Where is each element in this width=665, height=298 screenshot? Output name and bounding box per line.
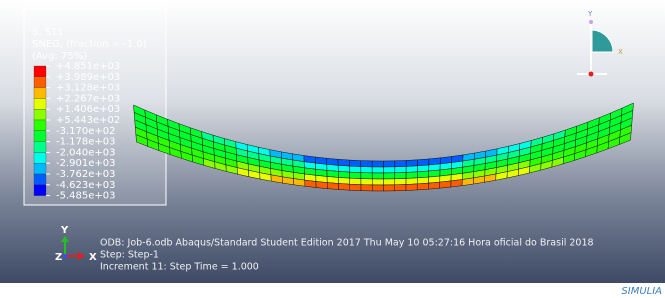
mesh-element — [406, 178, 417, 185]
legend-label: -5.485e+03 — [56, 191, 116, 202]
mesh-element — [384, 179, 395, 185]
info-line: ODB: Job-6.odb Abaqus/Standard Student E… — [100, 238, 594, 249]
mesh-element — [350, 172, 361, 179]
mesh-element — [361, 167, 372, 173]
mesh-element — [406, 160, 417, 167]
legend-swatch — [34, 163, 46, 174]
mesh-element — [349, 166, 360, 173]
triad-label: Y — [587, 10, 593, 18]
brand: SIMULIA — [621, 286, 662, 297]
mesh-element — [338, 183, 349, 190]
mesh-element — [350, 178, 361, 185]
legend-swatch — [34, 152, 46, 163]
mesh-element — [361, 185, 372, 191]
legend-swatch — [34, 131, 46, 142]
legend-title: S, S11 — [32, 27, 64, 38]
legend-label: -4.623e+03 — [56, 180, 116, 191]
legend-label: +4.851e+03 — [56, 61, 120, 72]
mesh-element — [384, 161, 395, 167]
mesh-element — [395, 160, 406, 166]
mesh-element — [349, 160, 360, 167]
info-line: Step: Step-1 — [100, 250, 159, 261]
legend-label: +2.267e+03 — [56, 93, 120, 104]
legend-label: -3.170e+02 — [56, 126, 116, 137]
mesh-element — [372, 167, 383, 173]
mesh-element — [372, 173, 383, 179]
legend-swatch — [34, 98, 46, 109]
mesh-element — [327, 183, 338, 190]
viewport: S, S11SNEG, (fraction = -1.0)(Avg: 75%)+… — [0, 0, 665, 298]
mesh-element — [305, 180, 316, 187]
legend-swatch — [34, 88, 46, 99]
mesh-element — [372, 161, 383, 167]
mesh-element — [361, 173, 372, 179]
triad-label: X — [89, 252, 97, 263]
mesh-element — [395, 172, 406, 178]
legend-swatch — [34, 77, 46, 88]
mesh-element — [384, 173, 395, 179]
mesh-element — [406, 184, 417, 191]
mesh-element — [338, 159, 349, 166]
mesh-element — [451, 179, 462, 187]
mesh-element — [417, 171, 428, 178]
legend-swatch — [34, 109, 46, 120]
mesh-element — [293, 179, 304, 187]
mesh-element — [395, 166, 406, 172]
mesh-element — [338, 165, 349, 172]
legend-swatch — [34, 142, 46, 153]
mesh-element — [372, 179, 383, 185]
mesh-element — [462, 178, 473, 186]
mesh-element — [361, 179, 372, 185]
mesh-element — [440, 181, 451, 188]
mesh-element — [384, 167, 395, 173]
legend-label: +3.128e+03 — [56, 83, 120, 94]
mesh-element — [372, 185, 383, 191]
mesh-element — [361, 161, 372, 167]
mesh-element — [417, 165, 428, 172]
mesh-element — [417, 177, 428, 184]
legend-label: +1.406e+03 — [56, 104, 120, 115]
info-line: Increment 11: Step Time = 1.000 — [100, 262, 259, 273]
mesh-element — [418, 159, 429, 166]
legend-label: +3.989e+03 — [56, 72, 120, 83]
mesh-element — [384, 185, 395, 191]
mesh-element — [327, 177, 338, 184]
mesh-element — [338, 171, 349, 178]
mesh-element — [406, 172, 417, 179]
triad-label: Z — [55, 252, 62, 263]
legend-swatch — [34, 185, 46, 196]
mesh-element — [395, 184, 406, 190]
mesh-element — [406, 166, 417, 173]
legend-label: -2.901e+03 — [56, 158, 116, 169]
legend-label: -3.762e+03 — [56, 169, 116, 180]
legend-title: SNEG, (fraction = -1.0) — [32, 39, 147, 50]
legend-swatch — [34, 66, 46, 77]
legend-label: +5.443e+02 — [56, 115, 120, 126]
legend-label: -2.040e+03 — [56, 147, 116, 158]
mesh-element — [350, 184, 361, 190]
footer — [0, 283, 665, 298]
mesh-element — [316, 181, 327, 188]
mesh-element — [395, 178, 406, 184]
mesh-element — [338, 177, 349, 184]
mesh-element — [417, 183, 428, 190]
legend-swatch — [34, 174, 46, 185]
legend-swatch — [34, 120, 46, 131]
triad-label: Y — [60, 225, 69, 236]
mesh-element — [428, 182, 439, 189]
legend-label: -1.178e+03 — [56, 137, 116, 148]
triad-label: X — [618, 48, 623, 56]
